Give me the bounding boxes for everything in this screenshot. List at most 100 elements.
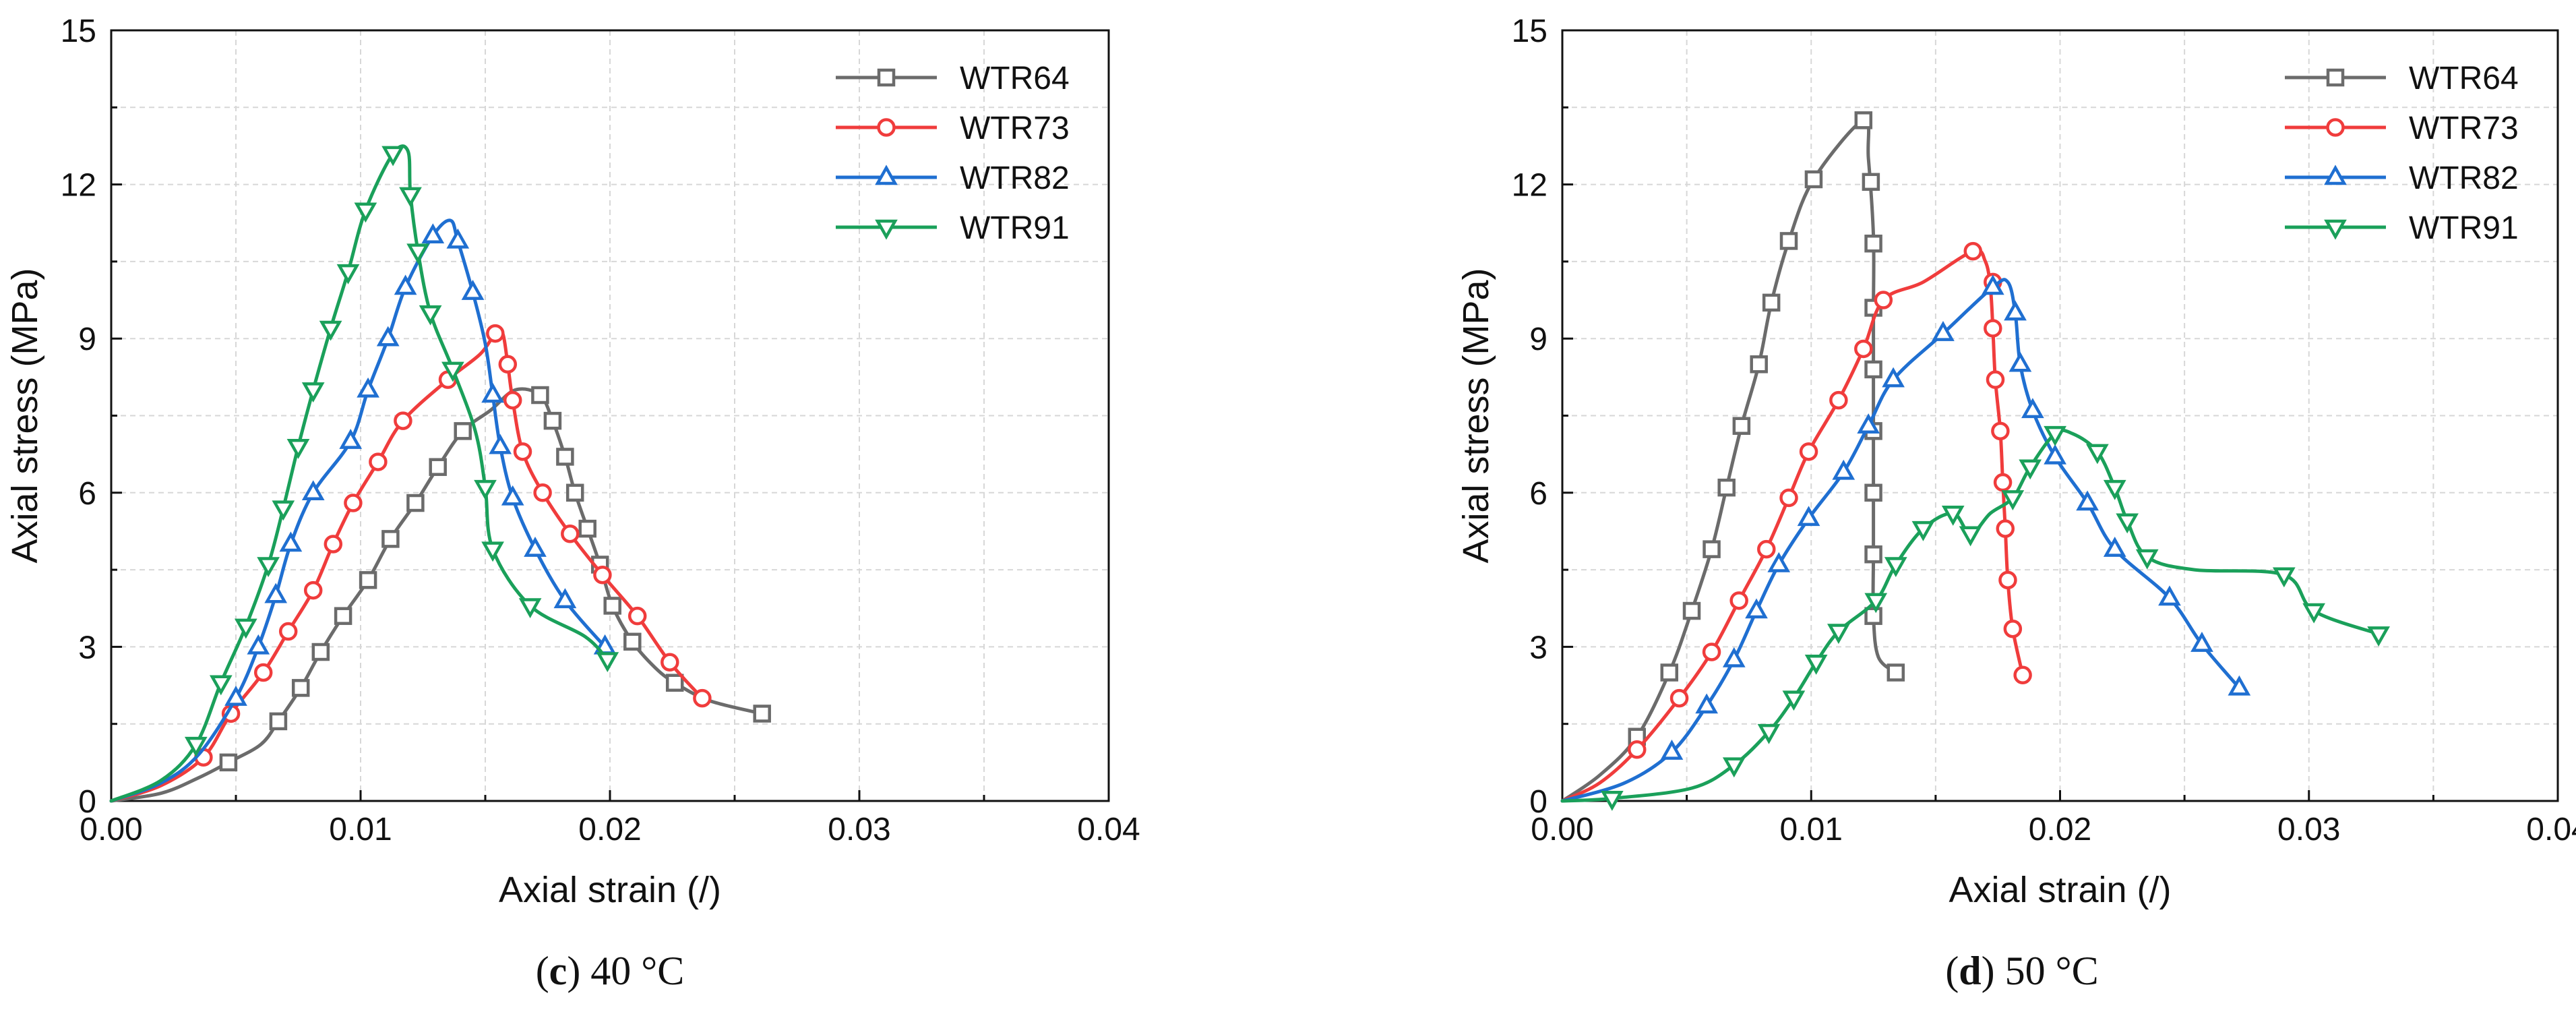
y-tick-label: 12 [61,168,96,204]
data-point-WTR73 [503,390,522,410]
panel-temperature: 40 °C [580,949,684,993]
data-point-WTR64 [1887,663,1905,682]
data-point-WTR64 [1864,607,1882,625]
legend-marker-WTR91 [2324,219,2347,240]
series-WTR91 [1560,425,2390,811]
data-point-WTR73 [1984,319,2002,338]
x-tick-label: 0.04 [2526,812,2576,847]
series-WTR73 [109,324,712,803]
data-point-WTR73 [1628,740,1647,759]
data-point-WTR91 [1804,655,1828,675]
data-point-WTR82 [1722,647,1746,667]
series-line-WTR73 [1560,249,2025,803]
data-point-WTR82 [2190,632,2213,652]
x-tick-label: 0.02 [578,812,641,847]
y-tick-label: 6 [78,476,96,512]
data-point-WTR82 [394,274,417,295]
data-point-WTR64 [1682,601,1701,620]
data-point-WTR73 [561,525,580,543]
data-point-WTR82 [1932,321,1955,341]
legend-label-WTR82: WTR82 [960,160,1070,196]
series-WTR82 [109,218,617,803]
data-point-WTR64 [291,679,310,697]
data-point-WTR91 [1827,624,1850,645]
data-point-WTR73 [1998,570,2017,590]
data-point-WTR73 [1854,339,1873,359]
data-point-WTR64 [1703,540,1721,558]
data-point-WTR91 [2116,513,2139,534]
data-point-WTR82 [2076,490,2099,511]
legend-label-WTR64: WTR64 [2409,61,2519,96]
data-point-WTR82 [339,429,363,449]
data-point-WTR64 [334,607,352,625]
data-point-WTR91 [2019,459,2042,480]
data-point-WTR73 [1993,473,2013,492]
data-point-WTR73 [394,411,412,430]
x-tick-label: 0.04 [1077,812,1140,847]
x-tick-label: 0.01 [329,812,392,847]
data-point-WTR64 [1762,293,1781,312]
y-tick-label: 0 [78,784,96,820]
data-point-WTR91 [286,438,310,459]
data-point-WTR91 [419,305,442,326]
data-point-WTR73 [533,483,552,502]
legend-label-WTR91: WTR91 [960,210,1070,246]
data-point-WTR82 [446,228,470,249]
data-point-WTR82 [1832,459,1856,480]
data-point-WTR82 [489,434,512,454]
data-point-WTR64 [665,674,684,692]
data-point-WTR73 [486,324,505,343]
data-point-WTR82 [357,377,379,398]
series-line-WTR73 [109,328,704,803]
series-WTR73 [1560,241,2032,803]
data-point-WTR82 [301,480,325,501]
data-point-WTR91 [1722,757,1746,778]
data-point-WTR73 [513,442,532,461]
data-point-WTR64 [565,483,584,502]
y-tick-label: 3 [78,630,96,665]
data-point-WTR64 [1779,232,1798,250]
y-axis-label: Axial stress (MPa) [1456,268,1496,563]
chart-panel-d: 0.00 0.01 0.02 0.03 0.04 0 3 6 9 12 15 Axial strain… [1456,13,2576,993]
data-point-WTR91 [481,541,504,562]
data-point-WTR64 [406,494,425,512]
data-point-WTR91 [354,202,377,223]
y-tick-label: 15 [61,13,96,49]
data-point-WTR91 [1864,593,1888,614]
data-point-WTR82 [1857,413,1880,434]
data-point-WTR64 [531,386,549,405]
data-point-WTR82 [224,686,247,706]
data-point-WTR91 [234,618,257,639]
x-tick-label: 0.00 [80,812,142,847]
data-point-WTR73 [498,355,518,374]
data-point-WTR91 [1941,506,1965,526]
data-point-WTR73 [1874,291,1893,309]
data-point-WTR73 [1991,421,2010,441]
grid [111,30,1109,801]
legend-label-WTR73: WTR73 [2409,111,2519,146]
legend: WTR64 WTR73 WTR82 WTR91 [836,61,1070,246]
x-tick-label: 0.03 [2277,812,2340,847]
data-point-WTR91 [381,146,404,167]
panel-letter: c [549,949,568,993]
data-point-WTR64 [311,643,330,661]
data-point-WTR82 [1695,693,1719,714]
data-point-WTR64 [429,458,447,476]
panel-temperature: 50 °C [1995,949,2099,993]
data-point-WTR64 [1660,663,1679,682]
data-point-WTR91 [406,243,429,264]
data-point-WTR82 [1767,551,1791,572]
data-point-WTR82 [524,537,547,557]
y-tick-label: 6 [1529,476,1547,512]
y-axis-label: Axial stress (MPa) [5,268,45,563]
data-point-WTR73 [1799,442,1818,461]
data-point-WTR73 [1779,488,1798,508]
data-point-WTR82 [2008,351,2032,372]
data-point-WTR91 [2044,425,2066,446]
data-point-WTR91 [2272,567,2296,588]
data-point-WTR91 [474,479,497,500]
data-point-WTR91 [1782,690,1806,711]
data-point-WTR64 [1864,483,1882,502]
legend-label-WTR82: WTR82 [2409,160,2519,196]
data-point-WTR91 [2103,479,2126,500]
